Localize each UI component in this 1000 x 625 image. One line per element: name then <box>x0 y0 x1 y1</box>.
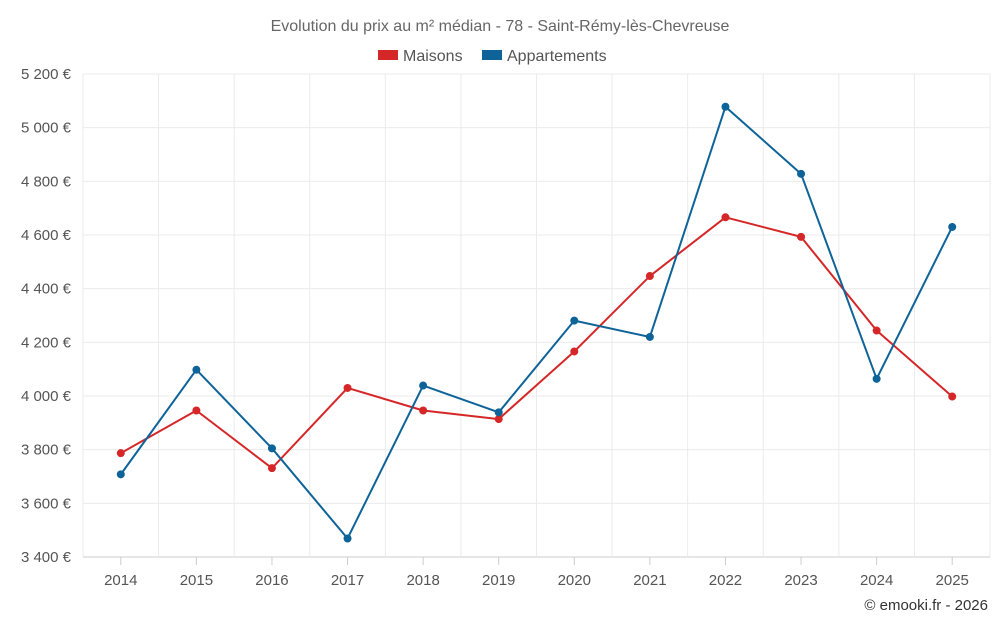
x-axis: 2014 2015 2016 2017 2018 2019 2020 2021 2022 2023… <box>104 557 969 589</box>
y-tick-label: 3 800 € <box>21 442 72 459</box>
legend: Maisons Appartements <box>378 48 607 65</box>
data-point-maisons[interactable] <box>872 326 881 335</box>
data-point-maisons[interactable] <box>570 347 579 356</box>
x-tick-label: 2022 <box>709 572 742 589</box>
credit-text: © emooki.fr - 2026 <box>864 597 988 614</box>
data-point-maisons[interactable] <box>192 406 201 415</box>
data-point-appartements[interactable] <box>721 102 730 111</box>
y-tick-label: 3 400 € <box>21 549 72 566</box>
legend-item-appartements[interactable]: Appartements <box>482 48 607 65</box>
legend-item-maisons[interactable]: Maisons <box>378 48 463 65</box>
data-point-appartements[interactable] <box>419 381 428 390</box>
chart-title: Evolution du prix au m² médian - 78 - Sa… <box>271 18 730 35</box>
y-tick-label: 4 400 € <box>21 281 72 298</box>
x-tick-label: 2021 <box>633 572 666 589</box>
data-point-appartements[interactable] <box>192 365 201 374</box>
data-point-maisons[interactable] <box>645 272 654 281</box>
data-point-appartements[interactable] <box>645 332 654 341</box>
data-point-maisons[interactable] <box>948 392 957 401</box>
y-tick-label: 4 800 € <box>21 173 72 190</box>
data-point-maisons[interactable] <box>494 415 503 424</box>
data-point-appartements[interactable] <box>267 444 276 453</box>
series-layer <box>116 102 957 543</box>
x-tick-label: 2014 <box>104 572 137 589</box>
y-axis: 3 400 € 3 600 € 3 800 € 4 000 € 4 200 € 4 400… <box>21 66 72 566</box>
series-line-maisons <box>120 216 953 470</box>
x-tick-label: 2019 <box>482 572 515 589</box>
data-point-maisons[interactable] <box>797 232 806 241</box>
data-point-appartements[interactable] <box>872 374 881 383</box>
data-point-maisons[interactable] <box>343 383 352 392</box>
data-point-maisons[interactable] <box>721 213 730 222</box>
y-tick-label: 4 200 € <box>21 334 72 351</box>
x-tick-label: 2020 <box>558 572 591 589</box>
x-tick-label: 2023 <box>784 572 817 589</box>
y-tick-label: 4 000 € <box>21 388 72 405</box>
data-point-appartements[interactable] <box>343 534 352 543</box>
data-point-appartements[interactable] <box>797 169 806 178</box>
y-tick-label: 4 600 € <box>21 227 72 244</box>
x-tick-label: 2016 <box>255 572 288 589</box>
legend-swatch-appartements <box>482 50 502 60</box>
x-tick-label: 2017 <box>331 572 364 589</box>
data-point-maisons[interactable] <box>267 464 276 473</box>
data-point-appartements[interactable] <box>116 470 125 479</box>
series-line-appartements <box>119 105 954 540</box>
data-point-maisons[interactable] <box>116 449 125 458</box>
data-point-appartements[interactable] <box>570 316 579 325</box>
y-tick-label: 5 000 € <box>21 120 72 137</box>
y-tick-label: 5 200 € <box>21 66 72 83</box>
legend-label-maisons: Maisons <box>403 48 463 65</box>
x-tick-label: 2025 <box>936 572 969 589</box>
data-point-maisons[interactable] <box>419 406 428 415</box>
y-tick-label: 3 600 € <box>21 495 72 512</box>
x-tick-label: 2015 <box>180 572 213 589</box>
data-point-appartements[interactable] <box>948 222 957 231</box>
legend-swatch-maisons <box>378 50 398 60</box>
x-tick-label: 2024 <box>860 572 893 589</box>
legend-label-appartements: Appartements <box>507 48 607 65</box>
grid <box>82 73 991 558</box>
x-tick-label: 2018 <box>406 572 439 589</box>
data-point-appartements[interactable] <box>494 408 503 417</box>
